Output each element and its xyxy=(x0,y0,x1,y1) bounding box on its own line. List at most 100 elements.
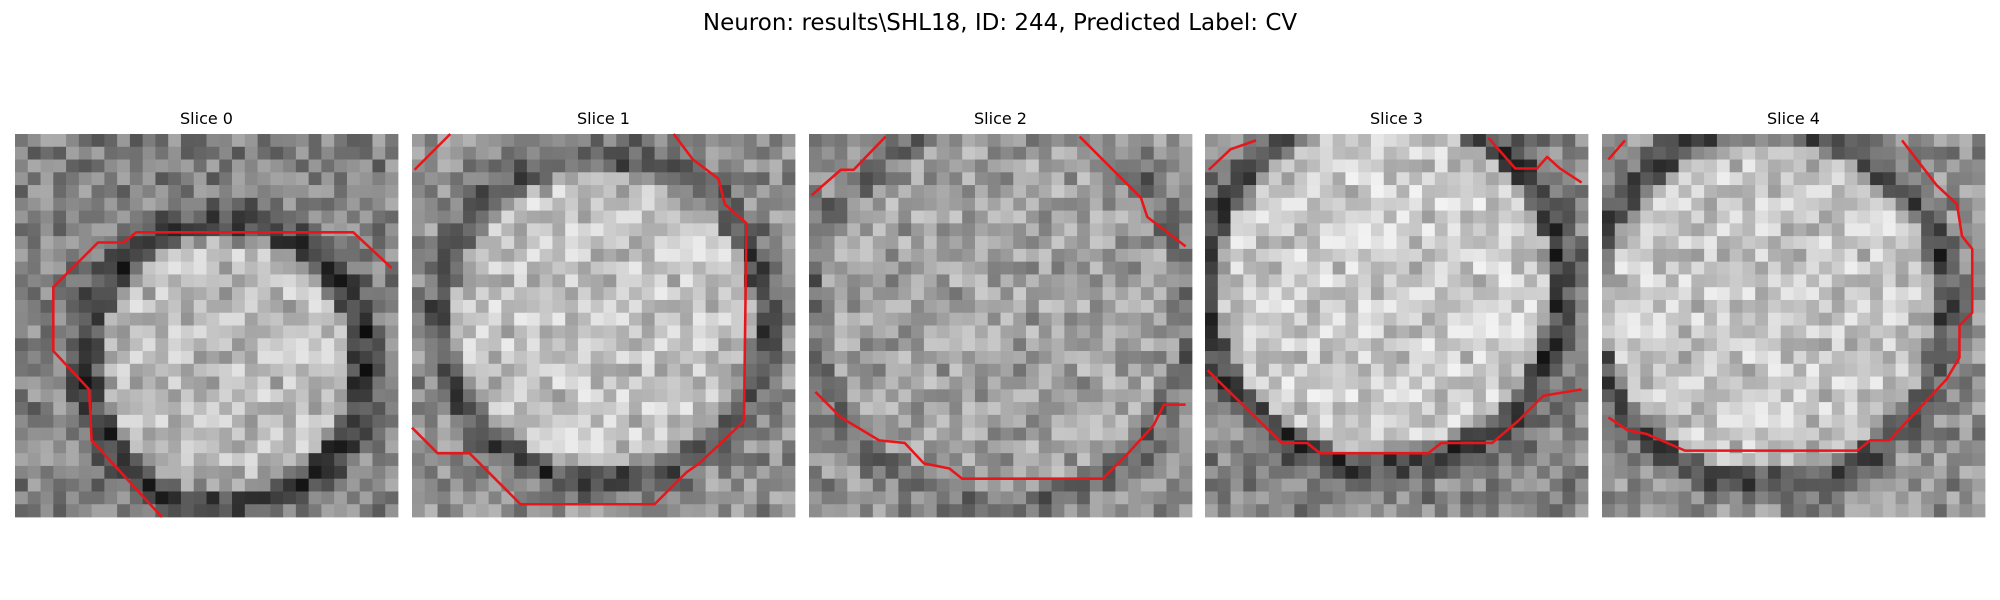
pixel xyxy=(1447,465,1461,480)
pixel xyxy=(359,351,373,365)
pixel xyxy=(1653,453,1667,467)
pixel xyxy=(1729,389,1743,403)
pixel xyxy=(270,159,284,173)
pixel xyxy=(372,210,386,224)
pixel xyxy=(321,134,335,148)
pixel xyxy=(66,351,80,365)
pixel xyxy=(987,478,1001,492)
pixel xyxy=(1102,414,1116,429)
pixel xyxy=(974,363,989,377)
pixel xyxy=(359,134,373,148)
pixel xyxy=(1653,414,1667,429)
pixel xyxy=(1844,427,1858,441)
pixel xyxy=(168,248,182,263)
pixel xyxy=(936,376,950,390)
pixel xyxy=(911,299,925,314)
pixel xyxy=(872,159,886,173)
pixel xyxy=(1345,287,1359,301)
pixel xyxy=(1460,236,1474,250)
pixel xyxy=(412,351,426,365)
pixel xyxy=(232,504,246,518)
pixel xyxy=(565,351,579,365)
pixel xyxy=(1140,478,1155,492)
pixel xyxy=(885,376,899,390)
pixel xyxy=(1755,325,1769,339)
pixel xyxy=(15,491,29,505)
pixel xyxy=(40,504,54,518)
pixel xyxy=(1383,376,1397,390)
pixel xyxy=(1524,478,1538,492)
pixel xyxy=(565,389,579,403)
pixel xyxy=(385,402,399,416)
pixel xyxy=(1013,363,1027,377)
pixel xyxy=(1358,261,1372,275)
pixel xyxy=(104,376,118,390)
pixel xyxy=(1434,465,1448,480)
pixel xyxy=(821,248,835,263)
pixel xyxy=(743,338,758,352)
pixel xyxy=(565,197,579,211)
pixel xyxy=(911,402,925,416)
pixel xyxy=(1485,504,1500,518)
pixel xyxy=(526,274,541,288)
pixel xyxy=(577,351,592,365)
pixel xyxy=(1627,351,1641,365)
pixel xyxy=(1767,146,1782,160)
pixel xyxy=(1422,363,1436,377)
pixel xyxy=(1908,504,1922,518)
pixel xyxy=(667,325,681,339)
pixel xyxy=(1704,185,1718,199)
pixel xyxy=(308,414,322,429)
pixel xyxy=(155,465,169,480)
pixel xyxy=(1447,248,1461,263)
pixel xyxy=(923,287,938,301)
pixel xyxy=(769,197,783,211)
pixel xyxy=(1217,312,1231,326)
pixel xyxy=(1205,261,1219,275)
pixel xyxy=(1383,389,1397,403)
pixel xyxy=(949,210,963,224)
pixel xyxy=(372,338,386,352)
pixel xyxy=(1498,134,1512,148)
pixel xyxy=(1780,172,1794,186)
pixel xyxy=(1819,376,1833,390)
pixel xyxy=(1434,210,1448,224)
pixel xyxy=(1536,465,1551,480)
pixel xyxy=(577,427,592,441)
pixel xyxy=(1358,504,1372,518)
pixel xyxy=(295,402,310,416)
pixel xyxy=(283,312,297,326)
pixel xyxy=(1051,236,1065,250)
pixel xyxy=(424,236,438,250)
pixel xyxy=(372,363,386,377)
pixel xyxy=(1562,427,1576,441)
pixel xyxy=(1473,299,1487,314)
pixel xyxy=(1205,351,1219,365)
pixel xyxy=(641,338,655,352)
pixel xyxy=(1755,134,1769,148)
pixel xyxy=(654,223,668,237)
pixel xyxy=(501,338,515,352)
pixel xyxy=(692,274,707,288)
pixel xyxy=(654,402,668,416)
pixel xyxy=(1536,325,1551,339)
pixel xyxy=(860,389,874,403)
pixel xyxy=(1627,325,1641,339)
pixel xyxy=(1946,261,1960,275)
pixel xyxy=(1064,274,1078,288)
pixel xyxy=(117,312,131,326)
pixel xyxy=(295,478,310,492)
pixel xyxy=(911,261,925,275)
pixel xyxy=(1383,312,1397,326)
pixel xyxy=(412,197,426,211)
pixel xyxy=(155,159,169,173)
pixel xyxy=(731,453,745,467)
pixel xyxy=(155,389,169,403)
pixel xyxy=(872,491,886,505)
pixel xyxy=(78,351,92,365)
pixel xyxy=(1908,440,1922,454)
pixel xyxy=(847,210,861,224)
pixel xyxy=(1819,389,1833,403)
pixel xyxy=(872,172,886,186)
pixel xyxy=(526,172,541,186)
